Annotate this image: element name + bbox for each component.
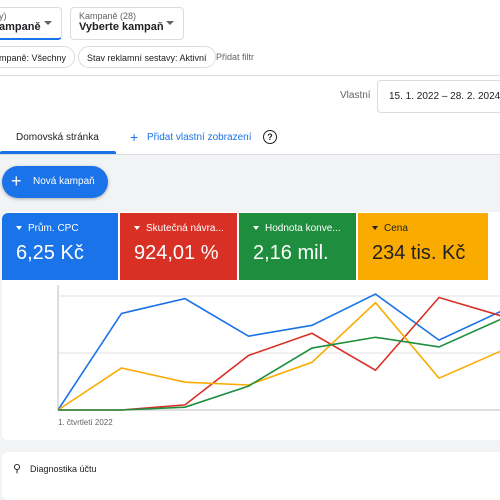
card: ⚲ Diagnostika účtu	[2, 452, 500, 500]
filter-chip[interactable]: Stav reklamní sestavy: Aktivní	[78, 46, 216, 68]
metric-value: 924,01 %	[134, 242, 219, 264]
dropdown-value: ampaně	[0, 21, 41, 33]
metric-title: Cena	[372, 223, 488, 234]
help-icon[interactable]: ?	[263, 130, 277, 144]
new-campaign-button[interactable]: + Nová kampaň	[2, 166, 108, 198]
tab-active[interactable]: Domovská stránka	[16, 132, 99, 143]
metric-value: 6,25 Kč	[16, 242, 84, 264]
plus-icon: +	[130, 129, 139, 145]
metric-value: 234 tis. Kč	[372, 242, 466, 264]
dropdown-label: y)	[0, 11, 7, 21]
metric-tile[interactable]: Cena 234 tis. Kč	[358, 213, 488, 280]
caret	[166, 21, 174, 25]
divider	[0, 154, 500, 155]
line-series	[58, 296, 500, 411]
line-series	[57, 293, 500, 411]
caret	[44, 21, 52, 25]
date-picker[interactable]: 15. 1. 2022 – 28. 2. 2024	[377, 80, 500, 113]
divider	[0, 75, 500, 76]
line-series	[58, 318, 500, 411]
dropdown[interactable]: y) ampaně	[0, 7, 62, 40]
tab-add[interactable]: Přidat vlastní zobrazení	[147, 132, 252, 143]
dropdown[interactable]: Kampaně (28) Vyberte kampaň	[70, 7, 184, 40]
plus-icon: +	[11, 171, 22, 191]
x-tick-label: 1. čtvrtletí 2022	[58, 418, 113, 427]
tab-indicator	[0, 151, 116, 154]
filter-chip[interactable]: mpaně: Všechny	[0, 46, 76, 68]
dropdown-label: Kampaně (28)	[79, 11, 137, 21]
dropdown-value: Vyberte kampaň	[79, 21, 164, 33]
line-series	[57, 301, 500, 411]
metric-tile[interactable]: Prům. CPC 6,25 Kč	[2, 213, 118, 280]
metric-title: Skutečná návra...	[134, 223, 237, 234]
icon: ⚲	[13, 463, 22, 475]
metric-title: Prům. CPC	[16, 223, 118, 234]
date-label: Vlastní	[340, 90, 371, 101]
metric-title: Hodnota konve...	[253, 223, 356, 234]
metric-tile[interactable]: Skutečná návra... 924,01 %	[120, 213, 237, 280]
add-filter[interactable]: Přidat filtr	[216, 52, 255, 62]
metric-tile[interactable]: Hodnota konve... 2,16 mil.	[239, 213, 356, 280]
button-label: Nová kampaň	[33, 176, 95, 187]
metric-value: 2,16 mil.	[253, 242, 329, 264]
diagnostics-title: Diagnostika účtu	[30, 464, 97, 474]
